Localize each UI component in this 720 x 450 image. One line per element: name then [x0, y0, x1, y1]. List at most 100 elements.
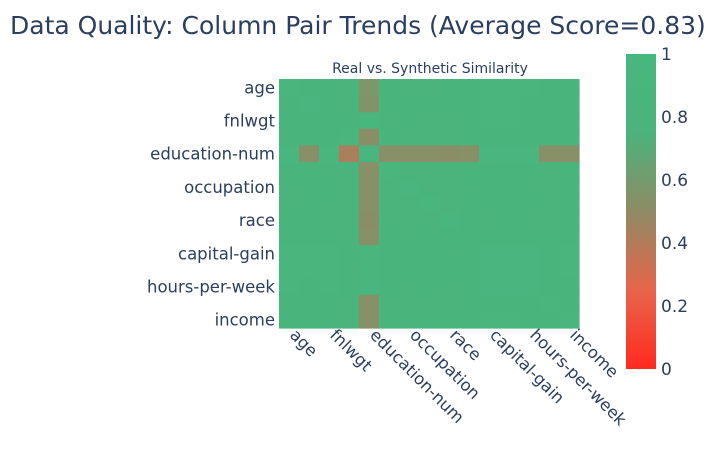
heatmap-cell-capital-gain-education [339, 245, 360, 263]
colorbar [626, 54, 656, 369]
heatmap-cell-sex-income [559, 228, 580, 246]
heatmap-cell-hours-per-week-fnlwgt [319, 278, 340, 296]
heatmap-cell-education-income [559, 128, 580, 146]
chart-title: Data Quality: Column Pair Trends (Averag… [10, 11, 706, 40]
heatmap-cell-education-occupation [399, 128, 420, 146]
heatmap-cell-fnlwgt-fnlwgt [319, 112, 340, 130]
heatmap-cell-occupation-race [439, 178, 460, 196]
y-tick-label-hours-per-week: hours-per-week [147, 278, 275, 297]
heatmap-cell-hours-per-week-occupation [399, 278, 420, 296]
heatmap-cell-age-sex [459, 79, 480, 97]
heatmap-cell-income-relationship [419, 311, 440, 329]
heatmap-cell-education-num-hours-per-week [519, 145, 540, 163]
heatmap-cell-capital-loss-race [439, 261, 460, 279]
heatmap-cell-occupation-income [559, 178, 580, 196]
heatmap-cell-capital-loss-income [559, 261, 580, 279]
heatmap-cell-education-num-income [559, 145, 580, 163]
heatmap-cell-native-country-education-num [359, 294, 380, 312]
heatmap-cell-native-country-capital-loss [499, 294, 520, 312]
heatmap-cell-occupation-capital-gain [479, 178, 500, 196]
heatmap-cell-capital-loss-education [339, 261, 360, 279]
heatmap-cell-marital-status-fnlwgt [319, 162, 340, 180]
heatmap-cell-native-country-age [279, 294, 300, 312]
heatmap-cell-relationship-workclass [299, 195, 320, 213]
heatmap-cell-occupation-fnlwgt [319, 178, 340, 196]
heatmap-cell-marital-status-native-country [539, 162, 560, 180]
heatmap-cell-race-sex [459, 211, 480, 229]
heatmap-cell-hours-per-week-hours-per-week [519, 278, 540, 296]
heatmap-cell-native-country-education [339, 294, 360, 312]
heatmap-cell-education-fnlwgt [319, 128, 340, 146]
heatmap-cell-hours-per-week-race [439, 278, 460, 296]
heatmap-cell-age-marital-status [379, 79, 400, 97]
heatmap-cell-education-sex [459, 128, 480, 146]
heatmap-cell-education-num-capital-loss [499, 145, 520, 163]
heatmap-cell-occupation-relationship [419, 178, 440, 196]
colorbar-tick-0.4: 0.4 [661, 234, 688, 254]
heatmap-cell-hours-per-week-age [279, 278, 300, 296]
heatmap-cell-workclass-marital-status [379, 95, 400, 113]
heatmap-cell-education-num-occupation [399, 145, 420, 163]
heatmap-cell-fnlwgt-hours-per-week [519, 112, 540, 130]
heatmap-cell-education-hours-per-week [519, 128, 540, 146]
colorbar-tick-1: 1 [661, 45, 672, 65]
heatmap-cell-marital-status-capital-loss [499, 162, 520, 180]
heatmap-cell-capital-loss-capital-loss [499, 261, 520, 279]
heatmap-cell-native-country-fnlwgt [319, 294, 340, 312]
y-tick-label-race: race [239, 211, 275, 230]
heatmap-cell-education-num-education-num [359, 145, 380, 163]
heatmap-cell-education-marital-status [379, 128, 400, 146]
heatmap-cell-capital-gain-occupation [399, 245, 420, 263]
heatmap-cell-capital-loss-education-num [359, 261, 380, 279]
heatmap-cell-income-hours-per-week [519, 311, 540, 329]
heatmap-cell-education-num-sex [459, 145, 480, 163]
heatmap-cell-hours-per-week-capital-gain [479, 278, 500, 296]
heatmap-cell-sex-capital-loss [499, 228, 520, 246]
heatmap-cell-native-country-relationship [419, 294, 440, 312]
heatmap-cell-sex-education-num [359, 228, 380, 246]
heatmap-cell-occupation-education [339, 178, 360, 196]
heatmap-cell-relationship-age [279, 195, 300, 213]
heatmap-cell-workclass-native-country [539, 95, 560, 113]
heatmap-cell-marital-status-education [339, 162, 360, 180]
heatmap-cell-relationship-occupation [399, 195, 420, 213]
heatmap-cell-sex-hours-per-week [519, 228, 540, 246]
heatmap-cell-relationship-hours-per-week [519, 195, 540, 213]
heatmap-cell-sex-age [279, 228, 300, 246]
heatmap-cell-fnlwgt-occupation [399, 112, 420, 130]
heatmap-cell-race-occupation [399, 211, 420, 229]
heatmap-cell-fnlwgt-capital-loss [499, 112, 520, 130]
heatmap-cell-relationship-capital-gain [479, 195, 500, 213]
heatmap-cell-race-education [339, 211, 360, 229]
heatmap-cell-fnlwgt-income [559, 112, 580, 130]
heatmap-cell-fnlwgt-race [439, 112, 460, 130]
heatmap-cell-capital-gain-sex [459, 245, 480, 263]
heatmap-cell-race-age [279, 211, 300, 229]
heatmap-cell-income-capital-gain [479, 311, 500, 329]
heatmap-cell-native-country-workclass [299, 294, 320, 312]
heatmap-cell-capital-loss-age [279, 261, 300, 279]
y-tick-label-income: income [215, 311, 275, 330]
heatmap-cell-workclass-relationship [419, 95, 440, 113]
heatmap-cell-education-num-capital-gain [479, 145, 500, 163]
heatmap-cell-relationship-relationship [419, 195, 440, 213]
heatmap-cell-marital-status-sex [459, 162, 480, 180]
heatmap-cell-income-education-num [359, 311, 380, 329]
heatmap-cell-race-fnlwgt [319, 211, 340, 229]
heatmap-cell-occupation-occupation [399, 178, 420, 196]
heatmap-cell-hours-per-week-native-country [539, 278, 560, 296]
heatmap-cell-occupation-marital-status [379, 178, 400, 196]
heatmap-cell-race-native-country [539, 211, 560, 229]
heatmap-cell-marital-status-age [279, 162, 300, 180]
heatmap-cell-age-relationship [419, 79, 440, 97]
heatmap-cell-fnlwgt-marital-status [379, 112, 400, 130]
heatmap-cell-marital-status-occupation [399, 162, 420, 180]
heatmap-cell-marital-status-hours-per-week [519, 162, 540, 180]
y-tick-label-education-num: education-num [150, 145, 275, 164]
heatmap-cell-workclass-income [559, 95, 580, 113]
heatmap-cell-occupation-hours-per-week [519, 178, 540, 196]
heatmap-cell-income-income [559, 311, 580, 329]
heatmap-cell-workclass-workclass [299, 95, 320, 113]
heatmap-cell-native-country-race [439, 294, 460, 312]
